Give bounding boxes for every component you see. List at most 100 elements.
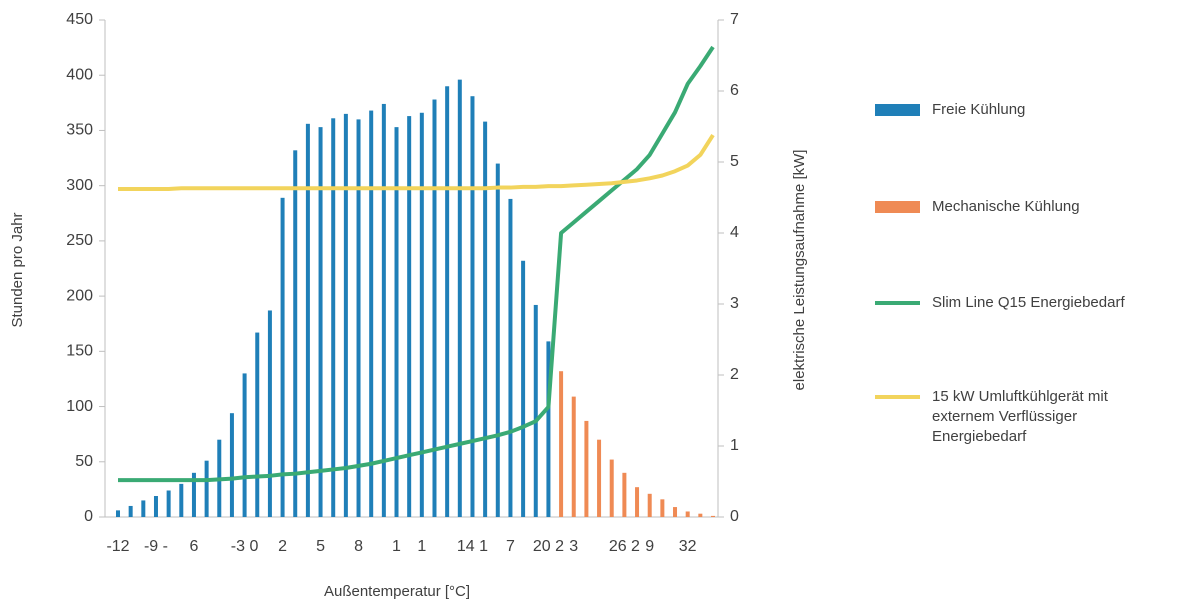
bar	[128, 505, 133, 517]
bar	[432, 99, 437, 518]
x-tick-label: 14 1	[457, 538, 488, 555]
y-tick-label: 350	[66, 122, 93, 139]
x-tick-label: 7	[506, 538, 515, 555]
y-tick-label: 50	[75, 453, 93, 470]
y-tick-label: 100	[66, 398, 93, 415]
bar	[343, 113, 348, 517]
bar	[521, 260, 526, 517]
bar	[369, 110, 374, 517]
legend-item: Mechanische Kühlung	[875, 197, 1175, 217]
x-tick-label: 32	[679, 538, 697, 555]
bar	[267, 310, 272, 517]
y2-tick-label: 1	[730, 437, 739, 454]
y-axis-title: Stunden pro Jahr	[9, 212, 26, 327]
bar	[407, 116, 412, 517]
y2-tick-label: 3	[730, 295, 739, 312]
y-tick-label: 150	[66, 343, 93, 360]
x-tick-label: 1	[417, 538, 426, 555]
bar	[571, 396, 576, 517]
y2-axis-title: elektrische Leistungsaufnahme [kW]	[791, 150, 808, 391]
bar	[381, 103, 386, 517]
bar	[622, 472, 627, 517]
bar	[356, 119, 361, 518]
x-tick-label: 9	[645, 538, 654, 555]
x-tick-label: 20 2	[533, 538, 564, 555]
bar	[242, 373, 247, 517]
bar	[546, 341, 551, 517]
bar	[533, 304, 538, 517]
bar	[153, 496, 158, 517]
y2-tick-label: 0	[730, 508, 739, 525]
bar	[647, 493, 652, 517]
bar	[318, 127, 323, 518]
bar	[559, 371, 564, 517]
bar	[255, 332, 260, 517]
x-tick-label: -9 -	[144, 538, 168, 555]
y-tick-label: 450	[66, 11, 93, 28]
x-tick-label: 2	[278, 538, 287, 555]
x-tick-label: -3 0	[231, 538, 259, 555]
x-tick-label: 1	[392, 538, 401, 555]
x-tick-label: 3	[569, 538, 578, 555]
y2-tick-label: 7	[730, 11, 739, 28]
bar	[116, 510, 120, 517]
line	[118, 45, 715, 483]
y-tick-label: 0	[84, 508, 93, 525]
bar	[483, 121, 488, 517]
bar	[445, 86, 450, 518]
bar	[635, 487, 640, 517]
x-tick-label: 8	[354, 538, 363, 555]
bar	[204, 460, 209, 517]
bar	[685, 511, 690, 517]
bar	[166, 490, 171, 517]
bar	[508, 198, 513, 518]
legend-item: 15 kW Umluftkühlgerät mit externem Verfl…	[875, 387, 1175, 447]
bar	[698, 513, 703, 517]
legend-label: Freie Kühlung	[932, 101, 1026, 118]
x-tick-label: 6	[190, 538, 199, 555]
legend-label: 15 kW Umluftkühlgerät mit externem Verfl…	[932, 388, 1108, 445]
bar	[229, 413, 234, 517]
y-tick-label: 250	[66, 232, 93, 249]
bar	[141, 500, 146, 517]
bar	[179, 483, 184, 517]
bar	[609, 459, 614, 517]
bar	[305, 123, 310, 517]
bar	[419, 112, 424, 518]
y2-tick-label: 4	[730, 224, 739, 241]
legend-item: Slim Line Q15 Energiebedarf	[875, 293, 1175, 313]
y-tick-label: 200	[66, 287, 93, 304]
bar	[331, 118, 336, 517]
bar	[495, 163, 500, 518]
bar	[673, 507, 678, 517]
bar	[191, 472, 196, 517]
x-tick-label: 26 2	[609, 538, 640, 555]
bar	[394, 127, 399, 518]
y2-tick-label: 2	[730, 366, 739, 383]
y2-tick-label: 5	[730, 153, 739, 170]
legend-swatch	[875, 301, 920, 305]
line	[118, 133, 715, 191]
bar	[293, 150, 298, 517]
bar	[597, 439, 602, 517]
bar	[457, 79, 462, 517]
bar	[470, 96, 475, 517]
bar	[584, 420, 589, 517]
x-tick-label: -12	[106, 538, 129, 555]
y2-tick-label: 6	[730, 82, 739, 99]
legend-label: Slim Line Q15 Energiebedarf	[932, 294, 1125, 311]
legend-swatch	[875, 201, 920, 213]
legend-swatch	[875, 395, 920, 399]
bar	[280, 197, 285, 517]
x-axis-title: Außentemperatur [°C]	[324, 583, 470, 600]
bar	[660, 499, 665, 517]
bar	[711, 515, 715, 517]
legend-label: Mechanische Kühlung	[932, 198, 1080, 215]
y-tick-label: 400	[66, 66, 93, 83]
legend-swatch	[875, 104, 920, 116]
legend-item: Freie Kühlung	[875, 100, 1175, 120]
y-tick-label: 300	[66, 177, 93, 194]
x-tick-label: 5	[316, 538, 325, 555]
